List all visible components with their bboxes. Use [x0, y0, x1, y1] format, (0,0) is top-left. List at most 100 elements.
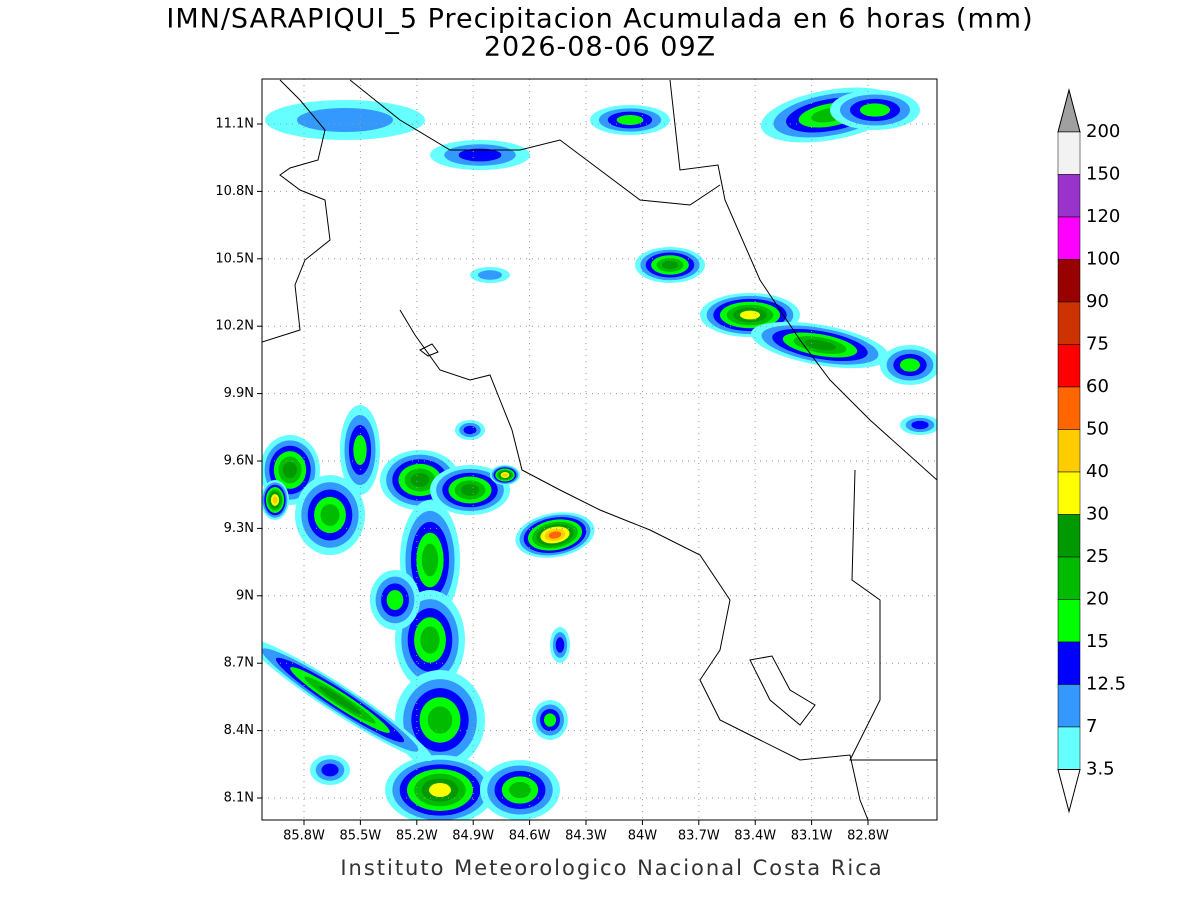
lat-label: 10.8N	[215, 184, 254, 199]
colorbar-swatch	[1057, 131, 1081, 175]
precip-contour	[321, 763, 339, 777]
colorbar-swatch	[1057, 301, 1081, 345]
lon-label: 84W	[628, 829, 658, 844]
precip-contour	[460, 484, 480, 496]
lon-label: 84.6W	[509, 829, 551, 844]
lat-label: 10.5N	[215, 251, 254, 266]
colorbar-label: 12.5	[1086, 674, 1126, 695]
precip-contour	[616, 115, 644, 125]
colorbar-swatch	[1057, 684, 1081, 728]
colorbar-swatch	[1057, 344, 1081, 388]
coastline	[749, 655, 816, 726]
precip-contour	[740, 310, 760, 320]
lake-outline	[419, 343, 439, 357]
precip-contour	[283, 461, 297, 479]
colorbar-label: 200	[1086, 121, 1120, 142]
precip-contour	[860, 103, 890, 117]
colorbar-swatch	[1057, 429, 1081, 473]
colorbar-label: 25	[1086, 546, 1109, 567]
precip-contour	[804, 339, 836, 351]
colorbar-swatch	[1057, 514, 1081, 558]
lat-label: 8.1N	[224, 791, 254, 806]
graticule: 11.1N 10.8N 10.5N 10.2N 9.9N 9.6N 9.3N 9N 8.7N 8.…	[215, 79, 937, 844]
coastline	[349, 79, 721, 206]
colorbar-label: 30	[1086, 504, 1109, 525]
coastline	[669, 79, 937, 481]
colorbar-label: 90	[1086, 291, 1109, 312]
precip-contour	[911, 420, 929, 430]
colorbar-label: 3.5	[1086, 759, 1115, 780]
precip-contour	[661, 260, 679, 270]
precip-contour	[478, 270, 502, 280]
precip-contour	[272, 496, 278, 504]
colorbar-swatch	[1057, 556, 1081, 600]
colorbar-label: 7	[1086, 716, 1097, 737]
precip-contour	[420, 626, 440, 654]
lon-label: 83.4W	[734, 829, 776, 844]
lon-label: 85.8W	[283, 829, 325, 844]
lon-label: 83.1W	[791, 829, 833, 844]
precip-contour	[320, 504, 340, 526]
colorbar-swatch	[1057, 174, 1081, 218]
colorbar-swatch	[1057, 216, 1081, 260]
lon-label: 84.9W	[452, 829, 494, 844]
precipitation-field	[262, 87, 937, 820]
colorbar-label: 50	[1086, 419, 1109, 440]
colorbar-over	[1057, 88, 1081, 133]
map-frame	[261, 78, 938, 821]
lat-label: 10.2N	[215, 319, 254, 334]
colorbar: 200 150 120 100 90 75 60 50 40 30 25 20 15 12.5 7 3.5	[1057, 88, 1126, 814]
lon-label: 84.3W	[565, 829, 607, 844]
colorbar-swatch	[1057, 259, 1081, 303]
colorbar-label: 75	[1086, 334, 1109, 355]
colorbar-swatch	[1057, 599, 1081, 643]
precip-contour	[555, 637, 565, 653]
lat-label: 9.9N	[224, 386, 254, 401]
coastlines	[262, 79, 937, 820]
coastline	[399, 309, 869, 820]
precip-contour	[318, 685, 362, 715]
lat-label: 9.3N	[224, 521, 254, 536]
precip-contour	[297, 108, 393, 132]
precip-contour	[410, 473, 430, 487]
colorbar-label: 15	[1086, 631, 1109, 652]
lat-label: 8.7N	[224, 656, 254, 671]
precip-contour	[353, 435, 367, 465]
precip-contour	[548, 531, 562, 539]
subtitle: 2026-08-06 09Z	[484, 32, 716, 63]
title: IMN/SARAPIQUI_5 Precipitacion Acumulada …	[166, 4, 1033, 35]
colorbar-swatch	[1057, 726, 1081, 770]
lat-label: 9N	[236, 588, 254, 603]
precip-contour	[502, 473, 508, 477]
colorbar-under	[1057, 769, 1081, 814]
lat-label: 9.6N	[224, 454, 254, 469]
precip-contour	[544, 713, 556, 727]
footer: Instituto Meteorologico Nacional Costa R…	[340, 856, 883, 880]
colorbar-label: 150	[1086, 164, 1120, 185]
colorbar-label: 100	[1086, 249, 1120, 270]
precip-contour	[421, 543, 439, 577]
precip-contour	[900, 358, 920, 372]
precip-contour	[458, 148, 502, 162]
coastline	[262, 79, 331, 343]
colorbar-swatch	[1057, 641, 1081, 685]
lat-label: 8.4N	[224, 723, 254, 738]
precip-contour	[509, 781, 531, 799]
lat-label: 11.1N	[215, 117, 254, 132]
colorbar-swatch	[1057, 471, 1081, 515]
precip-contour	[429, 783, 451, 797]
lon-label: 83.7W	[678, 829, 720, 844]
precip-contour	[427, 706, 453, 734]
lon-label: 82.8W	[847, 829, 889, 844]
lon-label: 85.5W	[339, 829, 381, 844]
lon-label: 85.2W	[396, 829, 438, 844]
colorbar-label: 40	[1086, 461, 1109, 482]
colorbar-label: 20	[1086, 589, 1109, 610]
colorbar-swatch	[1057, 386, 1081, 430]
precip-contour	[463, 425, 477, 435]
precip-contour	[386, 590, 404, 610]
border	[849, 469, 937, 761]
colorbar-label: 60	[1086, 376, 1109, 397]
